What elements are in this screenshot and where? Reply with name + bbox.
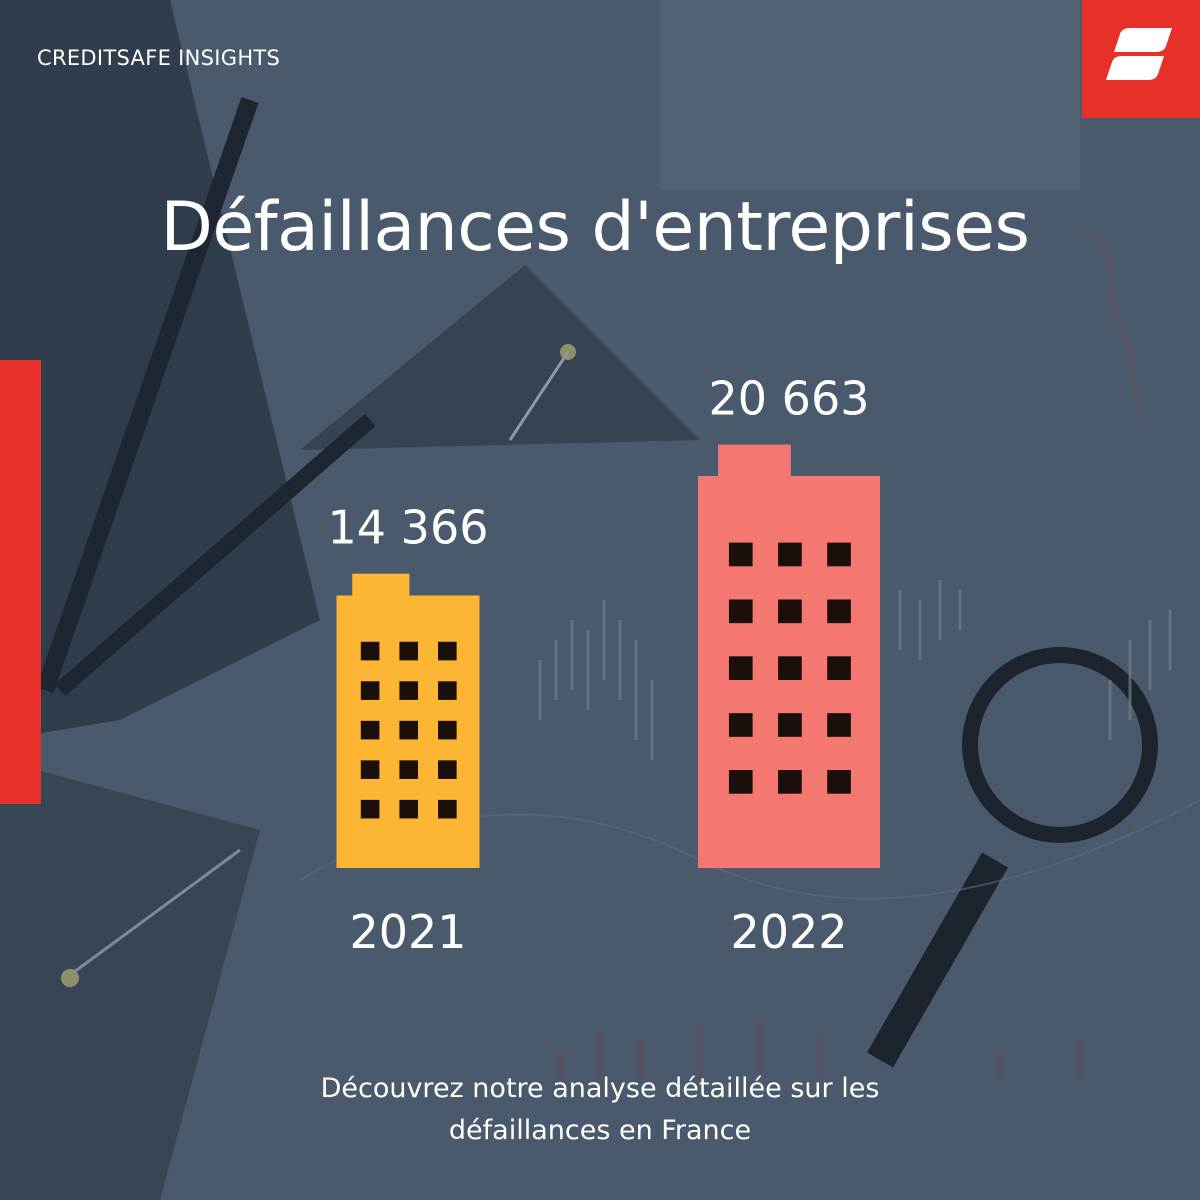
window-2021 [360, 681, 380, 700]
chart-title: Défaillances d'entreprises [160, 188, 1030, 267]
window-2021 [438, 641, 457, 661]
window-2021 [360, 760, 380, 779]
window-2022 [728, 599, 753, 624]
footer-line-2: défaillances en France [448, 1115, 752, 1146]
window-2022 [728, 770, 753, 794]
window-2022 [827, 713, 851, 737]
value-label-2021: 14 366 [328, 501, 489, 555]
category-label-2021: 2021 [349, 905, 466, 959]
window-2021 [399, 641, 419, 661]
brand-name: CREDITSAFE INSIGHTS [37, 46, 281, 70]
window-2022 [728, 656, 753, 680]
window-2022 [778, 770, 802, 794]
window-2022 [827, 599, 851, 624]
window-2022 [778, 599, 802, 624]
window-2021 [438, 681, 457, 700]
window-2022 [728, 713, 753, 737]
window-2021 [399, 799, 419, 819]
window-2021 [399, 760, 419, 779]
window-2022 [728, 542, 753, 567]
footer-line-1: Découvrez notre analyse détaillée sur le… [320, 1073, 880, 1104]
window-2021 [438, 799, 457, 819]
window-2022 [778, 542, 802, 567]
footer-text: Découvrez notre analyse détaillée sur le… [200, 1068, 1000, 1152]
creditsafe-logo-icon [1106, 28, 1172, 80]
window-2022 [827, 542, 851, 567]
window-2021 [438, 760, 457, 779]
window-2021 [399, 720, 419, 740]
window-2021 [360, 641, 380, 661]
window-2022 [827, 770, 851, 794]
window-2021 [360, 799, 380, 819]
window-2021 [360, 720, 380, 740]
window-2022 [778, 656, 802, 680]
category-label-2022: 2022 [730, 905, 847, 959]
bar-roof-2021 [352, 573, 410, 596]
accent-bar [0, 360, 41, 804]
bar-roof-2022 [718, 444, 791, 476]
window-2022 [778, 713, 802, 737]
creditsafe-logo [1082, 0, 1200, 118]
window-2022 [827, 656, 851, 680]
window-2021 [399, 681, 419, 700]
window-2021 [438, 720, 457, 740]
value-label-2022: 20 663 [709, 372, 870, 426]
